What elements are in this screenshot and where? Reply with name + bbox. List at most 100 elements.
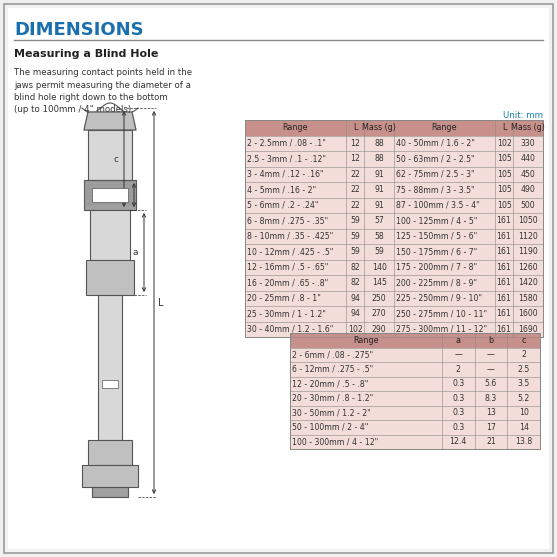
Text: c: c	[113, 154, 118, 164]
Text: 13.8: 13.8	[515, 437, 532, 446]
Text: 161: 161	[497, 278, 511, 287]
Text: Unit: mm: Unit: mm	[503, 110, 543, 120]
Text: 17: 17	[486, 423, 496, 432]
Text: 250 - 275mm / 10 - 11": 250 - 275mm / 10 - 11"	[396, 309, 487, 318]
FancyBboxPatch shape	[290, 348, 540, 449]
Text: 59: 59	[350, 232, 360, 241]
Text: 59: 59	[350, 247, 360, 256]
FancyBboxPatch shape	[4, 4, 553, 553]
Text: 87 - 100mm / 3.5 - 4": 87 - 100mm / 3.5 - 4"	[396, 201, 480, 210]
Text: 250: 250	[372, 294, 387, 303]
Text: 102: 102	[348, 325, 363, 334]
FancyBboxPatch shape	[92, 487, 128, 497]
Text: 225 - 250mm / 9 - 10": 225 - 250mm / 9 - 10"	[396, 294, 482, 303]
Text: 1050: 1050	[518, 216, 538, 225]
Text: L: L	[353, 123, 357, 132]
Text: 75 - 88mm / 3 - 3.5": 75 - 88mm / 3 - 3.5"	[396, 185, 475, 194]
Text: 94: 94	[350, 294, 360, 303]
Text: 2: 2	[456, 365, 461, 374]
Text: 59: 59	[350, 216, 360, 225]
FancyBboxPatch shape	[5, 5, 552, 552]
Text: 22: 22	[350, 185, 360, 194]
FancyBboxPatch shape	[245, 135, 543, 337]
Text: 161: 161	[497, 247, 511, 256]
Text: 20 - 25mm / .8 - 1": 20 - 25mm / .8 - 1"	[247, 294, 321, 303]
Text: 22: 22	[350, 201, 360, 210]
Text: 6 - 8mm / .275 - .35": 6 - 8mm / .275 - .35"	[247, 216, 328, 225]
Text: 57: 57	[374, 216, 384, 225]
FancyBboxPatch shape	[84, 180, 136, 210]
Text: 161: 161	[497, 325, 511, 334]
Text: 10 - 12mm / .425 - .5": 10 - 12mm / .425 - .5"	[247, 247, 334, 256]
Text: 175 - 200mm / 7 - 8": 175 - 200mm / 7 - 8"	[396, 263, 477, 272]
Text: 105: 105	[497, 154, 511, 163]
Text: b: b	[122, 190, 128, 199]
Text: 0.3: 0.3	[452, 379, 465, 388]
Text: 40 - 50mm / 1.6 - 2": 40 - 50mm / 1.6 - 2"	[396, 139, 475, 148]
Text: 8 - 10mm / .35 - .425": 8 - 10mm / .35 - .425"	[247, 232, 333, 241]
Text: 3.5: 3.5	[517, 379, 530, 388]
Text: 30 - 40mm / 1.2 - 1.6": 30 - 40mm / 1.2 - 1.6"	[247, 325, 334, 334]
Text: 12: 12	[350, 139, 360, 148]
Text: Range: Range	[353, 336, 379, 345]
Text: —: —	[455, 350, 462, 359]
Text: 105: 105	[497, 201, 511, 210]
FancyBboxPatch shape	[92, 188, 128, 202]
Text: 12.4: 12.4	[449, 437, 467, 446]
Text: 3 - 4mm / .12 - .16": 3 - 4mm / .12 - .16"	[247, 170, 324, 179]
Text: 2 - 6mm / .08 - .275": 2 - 6mm / .08 - .275"	[292, 350, 373, 359]
Text: 2 - 2.5mm / .08 - .1": 2 - 2.5mm / .08 - .1"	[247, 139, 326, 148]
Text: 450: 450	[521, 170, 535, 179]
Text: 30 - 50mm / 1.2 - 2": 30 - 50mm / 1.2 - 2"	[292, 408, 371, 417]
FancyBboxPatch shape	[88, 440, 132, 465]
Text: 161: 161	[497, 216, 511, 225]
Text: 5 - 6mm / .2 - .24": 5 - 6mm / .2 - .24"	[247, 201, 319, 210]
Text: 161: 161	[497, 232, 511, 241]
Text: 500: 500	[521, 201, 535, 210]
Text: 5.6: 5.6	[485, 379, 497, 388]
Text: 290: 290	[372, 325, 387, 334]
FancyBboxPatch shape	[245, 120, 543, 135]
FancyBboxPatch shape	[290, 333, 540, 348]
Text: Mass (g): Mass (g)	[362, 123, 396, 132]
Polygon shape	[84, 112, 136, 130]
Text: a: a	[133, 248, 138, 257]
Text: 1690: 1690	[518, 325, 538, 334]
FancyBboxPatch shape	[90, 210, 130, 260]
Text: L: L	[502, 123, 506, 132]
Text: c: c	[521, 336, 526, 345]
Text: 125 - 150mm / 5 - 6": 125 - 150mm / 5 - 6"	[396, 232, 477, 241]
FancyBboxPatch shape	[86, 260, 134, 295]
Text: 25 - 30mm / 1 - 1.2": 25 - 30mm / 1 - 1.2"	[247, 309, 326, 318]
Text: 102: 102	[497, 139, 511, 148]
Text: 12 - 20mm / .5 - .8": 12 - 20mm / .5 - .8"	[292, 379, 368, 388]
Text: 140: 140	[372, 263, 387, 272]
Text: 1580: 1580	[518, 294, 538, 303]
Text: 58: 58	[374, 232, 384, 241]
Text: 62 - 75mm / 2.5 - 3": 62 - 75mm / 2.5 - 3"	[396, 170, 475, 179]
FancyBboxPatch shape	[98, 295, 122, 440]
Text: 200 - 225mm / 8 - 9": 200 - 225mm / 8 - 9"	[396, 278, 477, 287]
Text: 91: 91	[374, 201, 384, 210]
Text: 16 - 20mm / .65 - .8": 16 - 20mm / .65 - .8"	[247, 278, 328, 287]
Text: The measuring contact points held in the
jaws permit measuring the diameter of a: The measuring contact points held in the…	[14, 68, 192, 115]
Text: 1120: 1120	[518, 232, 538, 241]
Text: 21: 21	[486, 437, 496, 446]
Text: 1260: 1260	[518, 263, 538, 272]
Text: 12 - 16mm / .5 - .65": 12 - 16mm / .5 - .65"	[247, 263, 329, 272]
Text: 82: 82	[350, 278, 360, 287]
Text: Range: Range	[283, 123, 308, 132]
Text: 100 - 300mm / 4 - 12": 100 - 300mm / 4 - 12"	[292, 437, 378, 446]
Text: —: —	[487, 365, 495, 374]
Text: 88: 88	[374, 139, 384, 148]
Text: 150 - 175mm / 6 - 7": 150 - 175mm / 6 - 7"	[396, 247, 477, 256]
Text: 94: 94	[350, 309, 360, 318]
Text: 4 - 5mm / .16 - 2": 4 - 5mm / .16 - 2"	[247, 185, 316, 194]
Text: 440: 440	[521, 154, 535, 163]
Text: 105: 105	[497, 170, 511, 179]
FancyBboxPatch shape	[8, 8, 549, 549]
Text: 5.2: 5.2	[517, 394, 530, 403]
Text: L: L	[158, 297, 164, 307]
Text: 91: 91	[374, 185, 384, 194]
Text: 1420: 1420	[518, 278, 538, 287]
